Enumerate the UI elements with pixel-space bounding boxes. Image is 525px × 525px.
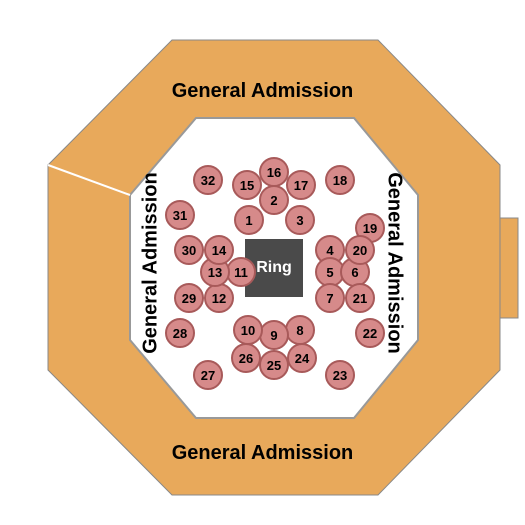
table-21[interactable]: 21 <box>345 283 375 313</box>
table-2[interactable]: 2 <box>259 185 289 215</box>
table-1[interactable]: 1 <box>234 205 264 235</box>
table-14[interactable]: 14 <box>204 235 234 265</box>
table-12[interactable]: 12 <box>204 283 234 313</box>
table-3[interactable]: 3 <box>285 205 315 235</box>
ring-label: Ring <box>256 259 292 277</box>
seating-chart: General Admission General Admission Gene… <box>0 0 525 525</box>
table-32[interactable]: 32 <box>193 165 223 195</box>
table-30[interactable]: 30 <box>174 235 204 265</box>
table-29[interactable]: 29 <box>174 283 204 313</box>
ga-label-bottom[interactable]: General Admission <box>172 442 354 465</box>
ga-label-left[interactable]: General Admission <box>139 172 162 354</box>
table-16[interactable]: 16 <box>259 157 289 187</box>
table-23[interactable]: 23 <box>325 360 355 390</box>
table-11[interactable]: 11 <box>226 257 256 287</box>
ga-label-right[interactable]: General Admission <box>383 172 406 354</box>
table-9[interactable]: 9 <box>259 320 289 350</box>
table-24[interactable]: 24 <box>287 343 317 373</box>
table-26[interactable]: 26 <box>231 343 261 373</box>
table-10[interactable]: 10 <box>233 315 263 345</box>
table-20[interactable]: 20 <box>345 235 375 265</box>
table-22[interactable]: 22 <box>355 318 385 348</box>
table-15[interactable]: 15 <box>232 170 262 200</box>
table-8[interactable]: 8 <box>285 315 315 345</box>
table-27[interactable]: 27 <box>193 360 223 390</box>
table-7[interactable]: 7 <box>315 283 345 313</box>
ga-label-top[interactable]: General Admission <box>172 80 354 103</box>
table-25[interactable]: 25 <box>259 350 289 380</box>
table-18[interactable]: 18 <box>325 165 355 195</box>
table-28[interactable]: 28 <box>165 318 195 348</box>
table-17[interactable]: 17 <box>286 170 316 200</box>
table-31[interactable]: 31 <box>165 200 195 230</box>
